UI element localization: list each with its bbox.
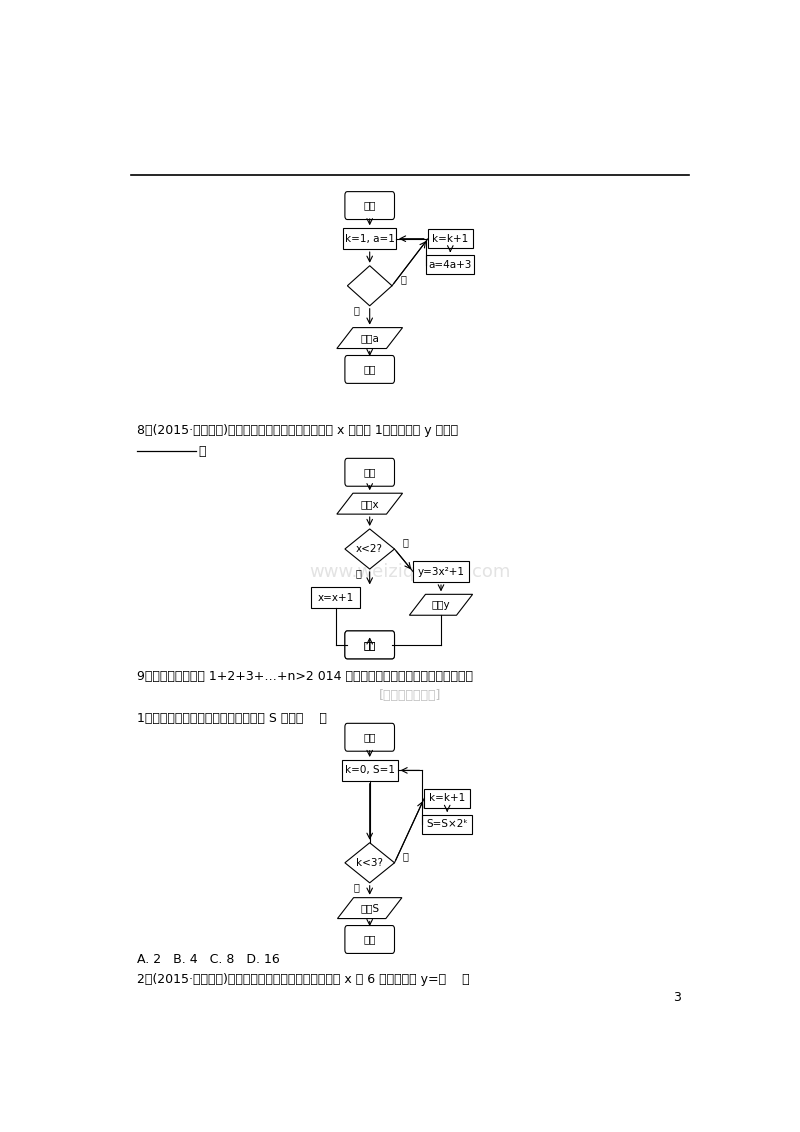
Text: 输出S: 输出S [360,903,379,914]
Text: 开始: 开始 [363,468,376,478]
Text: 输入x: 输入x [360,499,379,508]
Polygon shape [347,266,392,306]
Polygon shape [410,594,473,616]
Text: 否: 否 [353,306,359,315]
Text: k=0, S=1: k=0, S=1 [345,765,394,775]
Bar [422,815,472,834]
Text: x=x+1: x=x+1 [318,593,354,603]
Text: 1．执行如图所示的程序框图，输出的 S 値为（    ）: 1．执行如图所示的程序框图，输出的 S 値为（ ） [138,712,327,724]
Text: 结束: 结束 [363,640,376,650]
Text: 开始: 开始 [363,200,376,211]
FancyBboxPatch shape [345,631,394,659]
Text: k=k+1: k=k+1 [432,233,469,243]
Bar [413,561,469,582]
Bar [310,588,361,608]
FancyBboxPatch shape [345,355,394,384]
Text: a=4a+3: a=4a+3 [429,260,472,269]
Polygon shape [337,327,402,349]
Text: k=1, a=1: k=1, a=1 [345,233,394,243]
Text: 输出a: 输出a [360,333,379,343]
Bar [343,229,396,249]
Bar [424,789,470,808]
FancyBboxPatch shape [345,723,394,752]
Text: x<2?: x<2? [356,544,383,554]
Polygon shape [338,898,402,918]
Bar [342,760,398,781]
Polygon shape [337,494,402,514]
Text: S=S×2ᵏ: S=S×2ᵏ [426,820,468,830]
Text: 是: 是 [356,568,362,578]
Text: 否: 否 [402,537,409,547]
Text: [能力提升综合练]: [能力提升综合练] [379,689,441,702]
Text: 是: 是 [401,274,406,284]
Text: A. 2   B. 4   C. 8   D. 16: A. 2 B. 4 C. 8 D. 16 [138,953,280,966]
Bar [428,229,473,248]
FancyBboxPatch shape [345,458,394,487]
Text: 3: 3 [673,990,681,1004]
Text: www.weiziquanet.com: www.weiziquanet.com [310,563,510,581]
FancyBboxPatch shape [345,191,394,220]
Text: 2．(2015·陕西高考)根据如图所示的程序框图，当输入 x 为 6 时，输出的 y=（    ）: 2．(2015·陕西高考)根据如图所示的程序框图，当输入 x 为 6 时，输出的… [138,974,470,986]
Bar [426,255,474,274]
Polygon shape [345,842,394,883]
Text: 开始: 开始 [363,732,376,743]
Text: 结束: 结束 [363,365,376,375]
Polygon shape [345,529,394,569]
FancyBboxPatch shape [345,926,394,953]
Text: k=k+1: k=k+1 [429,794,466,804]
Text: 8．(2015·山东高考)执行如图的程序框图，若输入的 x 的値为 1，则输出的 y 的値是: 8．(2015·山东高考)执行如图的程序框图，若输入的 x 的値为 1，则输出的… [138,424,458,437]
Text: 结束: 结束 [363,640,376,650]
Text: 否: 否 [353,882,359,892]
Text: 是: 是 [402,851,409,860]
FancyBboxPatch shape [345,631,394,659]
Text: 结束: 结束 [363,935,376,944]
Text: y=3x²+1: y=3x²+1 [418,567,465,576]
Text: ．: ． [198,445,206,457]
Text: 9．画出求满足条件 1+2+3+…+n>2 014 成立的最小正整数値的算法程序框图．: 9．画出求满足条件 1+2+3+…+n>2 014 成立的最小正整数値的算法程序… [138,670,474,683]
Text: k<3?: k<3? [356,858,383,868]
Text: 输出y: 输出y [432,600,450,610]
